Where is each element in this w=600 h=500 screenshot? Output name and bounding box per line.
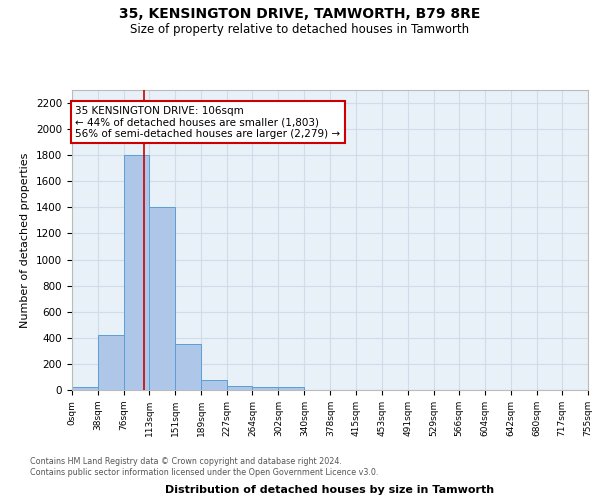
Bar <box>227 386 253 390</box>
Bar <box>72 388 98 390</box>
Bar <box>98 335 124 390</box>
Bar <box>278 388 304 390</box>
Text: 35, KENSINGTON DRIVE, TAMWORTH, B79 8RE: 35, KENSINGTON DRIVE, TAMWORTH, B79 8RE <box>119 8 481 22</box>
Bar <box>149 208 175 390</box>
Text: Distribution of detached houses by size in Tamworth: Distribution of detached houses by size … <box>166 485 494 495</box>
Bar <box>175 344 201 390</box>
Bar <box>201 380 227 390</box>
Bar <box>124 155 149 390</box>
Text: Size of property relative to detached houses in Tamworth: Size of property relative to detached ho… <box>130 22 470 36</box>
Text: Contains HM Land Registry data © Crown copyright and database right 2024.
Contai: Contains HM Land Registry data © Crown c… <box>30 458 379 477</box>
Y-axis label: Number of detached properties: Number of detached properties <box>20 152 31 328</box>
Bar <box>253 388 278 390</box>
Text: 35 KENSINGTON DRIVE: 106sqm
← 44% of detached houses are smaller (1,803)
56% of : 35 KENSINGTON DRIVE: 106sqm ← 44% of det… <box>76 106 341 139</box>
